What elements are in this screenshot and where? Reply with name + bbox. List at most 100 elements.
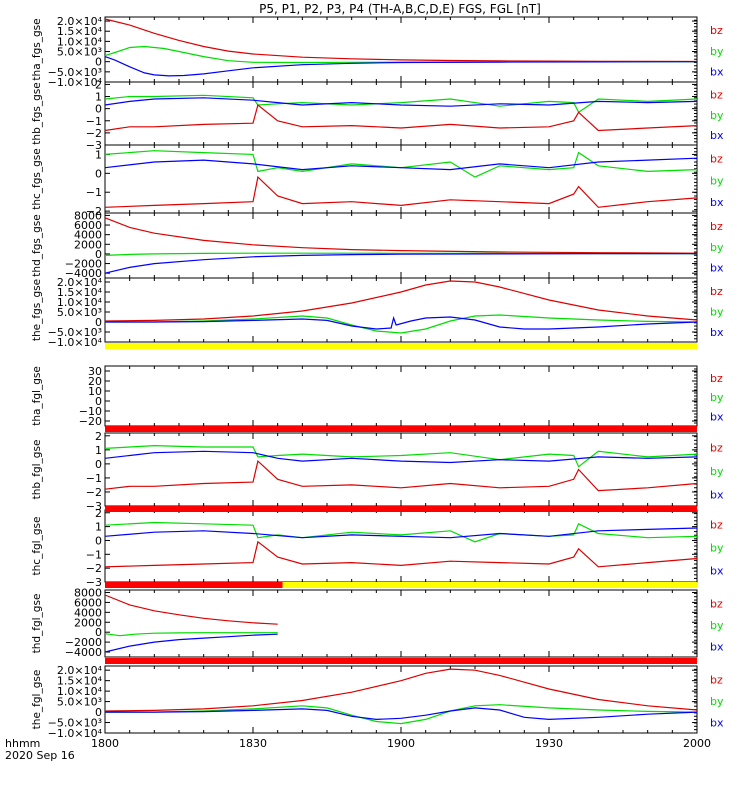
series-line-bz — [104, 459, 698, 492]
y-tick-label: −20 — [79, 415, 102, 428]
y-tick-label: −4000 — [65, 267, 102, 280]
status-bars-group — [105, 343, 697, 664]
y-tick-label: −2000 — [65, 636, 102, 649]
status-bar-segment — [105, 506, 697, 512]
series-line-bx — [104, 450, 698, 464]
y-tick-label: 6000 — [74, 219, 102, 232]
panel-frame — [104, 144, 698, 214]
y-tick-label: −1.0×10⁴ — [48, 727, 103, 740]
legend-bz: bz — [710, 518, 723, 531]
series-line-bz — [104, 280, 698, 322]
legend-by: by — [710, 391, 724, 404]
status-bar-segment — [282, 582, 697, 588]
y-tick-label: 0 — [95, 458, 102, 471]
y-tick-label: −5.0×10³ — [48, 66, 102, 79]
y-tick-label: 10 — [88, 385, 102, 398]
legend-bx: bx — [710, 129, 724, 142]
y-tick-label: −1 — [86, 115, 102, 128]
series-line-by — [104, 252, 698, 256]
y-tick-label: 1.5×10⁴ — [57, 286, 103, 299]
legend-bx: bx — [710, 716, 724, 729]
series-line-bx — [104, 56, 698, 77]
y-tick-label: 0 — [95, 316, 102, 329]
y-axis-label: the_fgl_gse — [31, 670, 43, 730]
y-tick-label: 2.0×10⁴ — [57, 15, 103, 28]
series-line-bz — [104, 103, 698, 132]
y-tick-label: 5.0×10³ — [57, 46, 102, 59]
legend-by: by — [710, 174, 724, 187]
y-tick-label: 5.0×10³ — [57, 306, 102, 319]
status-bar-segment — [105, 582, 283, 588]
series-line-bx — [104, 633, 278, 653]
y-tick-label: 1 — [95, 444, 102, 457]
y-tick-label: 0 — [95, 534, 102, 547]
legend-bz: bz — [710, 220, 723, 233]
series-line-bz — [104, 540, 698, 568]
panel-frame — [104, 432, 698, 507]
y-tick-label: 0 — [95, 167, 102, 180]
y-tick-label: 0 — [95, 626, 102, 639]
y-tick-label: 2.0×10⁴ — [57, 276, 103, 289]
series-line-bz — [104, 217, 698, 254]
legend-bz: bz — [710, 597, 723, 610]
y-tick-label: −4000 — [65, 646, 102, 659]
series-line-bx — [104, 527, 698, 539]
y-tick-label: 1 — [95, 148, 102, 161]
panel-frame — [104, 665, 698, 734]
y-tick-label: 0 — [95, 248, 102, 261]
legend-by: by — [710, 45, 724, 58]
legend-bx: bx — [710, 262, 724, 275]
y-tick-label: 1 — [95, 521, 102, 534]
y-tick-label: 0 — [95, 56, 102, 69]
y-tick-label: 30 — [88, 365, 102, 378]
series-line-bz — [104, 175, 698, 208]
panel-frame — [104, 365, 698, 427]
y-axis-label: thd_fgs_gse — [31, 214, 43, 276]
y-tick-label: 8000 — [74, 586, 102, 599]
y-tick-label: 2000 — [74, 616, 102, 629]
y-tick-label: −1 — [86, 186, 102, 199]
panel-the_fgl_gse: 2.0×10⁴1.5×10⁴1.0×10⁴5.0×10³0−5.0×10³−1.… — [31, 664, 724, 740]
y-axis-label: thc_fgs_gse — [31, 148, 43, 209]
y-tick-label: 4000 — [74, 229, 102, 242]
panel-frame — [104, 509, 698, 583]
y-tick-label: 1.5×10⁴ — [57, 675, 103, 688]
legend-bx: bx — [710, 410, 724, 423]
panel-thc_fgs_gse: 1 0 −1 −2 thc_fgs_gse bz by bx — [31, 144, 724, 218]
panels-group: 2.0×10⁴1.5×10⁴1.0×10⁴5.0×10³0−5.0×10³−1.… — [31, 15, 724, 740]
y-tick-label: 0 — [95, 103, 102, 116]
y-tick-label: 0 — [95, 706, 102, 719]
y-axis-label: thb_fgs_gse — [31, 82, 43, 144]
y-tick-label: −3 — [86, 139, 102, 152]
y-tick-label: 2 — [95, 78, 102, 91]
y-axis-label: thb_fgl_gse — [31, 440, 43, 500]
series-line-bz — [104, 668, 698, 712]
legend-by: by — [710, 695, 724, 708]
legend-bz: bz — [710, 153, 723, 166]
legend-bx: bx — [710, 488, 724, 501]
series-line-by — [104, 150, 698, 178]
x-tick-label: 1830 — [239, 737, 267, 750]
legend-by: by — [710, 619, 724, 632]
panel-frame — [104, 16, 698, 83]
y-tick-label: −1 — [86, 548, 102, 561]
y-tick-label: 1.0×10⁴ — [57, 685, 103, 698]
panel-frame — [104, 589, 698, 658]
y-axis-label: tha_fgs_gse — [31, 18, 43, 80]
y-tick-label: 4000 — [74, 606, 102, 619]
y-tick-label: 1.0×10⁴ — [57, 35, 103, 48]
series-line-by — [104, 521, 698, 543]
legend-bz: bz — [710, 442, 723, 455]
legend-bz: bz — [710, 673, 723, 686]
status-bar-segment — [105, 426, 697, 432]
legend-by: by — [710, 465, 724, 478]
legend-by: by — [710, 305, 724, 318]
y-tick-label: −1.0×10⁴ — [48, 76, 103, 89]
legend-bx: bx — [710, 66, 724, 79]
x-tick-label: 1800 — [91, 737, 119, 750]
x-tick-label: 2000 — [683, 737, 711, 750]
y-tick-label: 2 — [95, 507, 102, 520]
